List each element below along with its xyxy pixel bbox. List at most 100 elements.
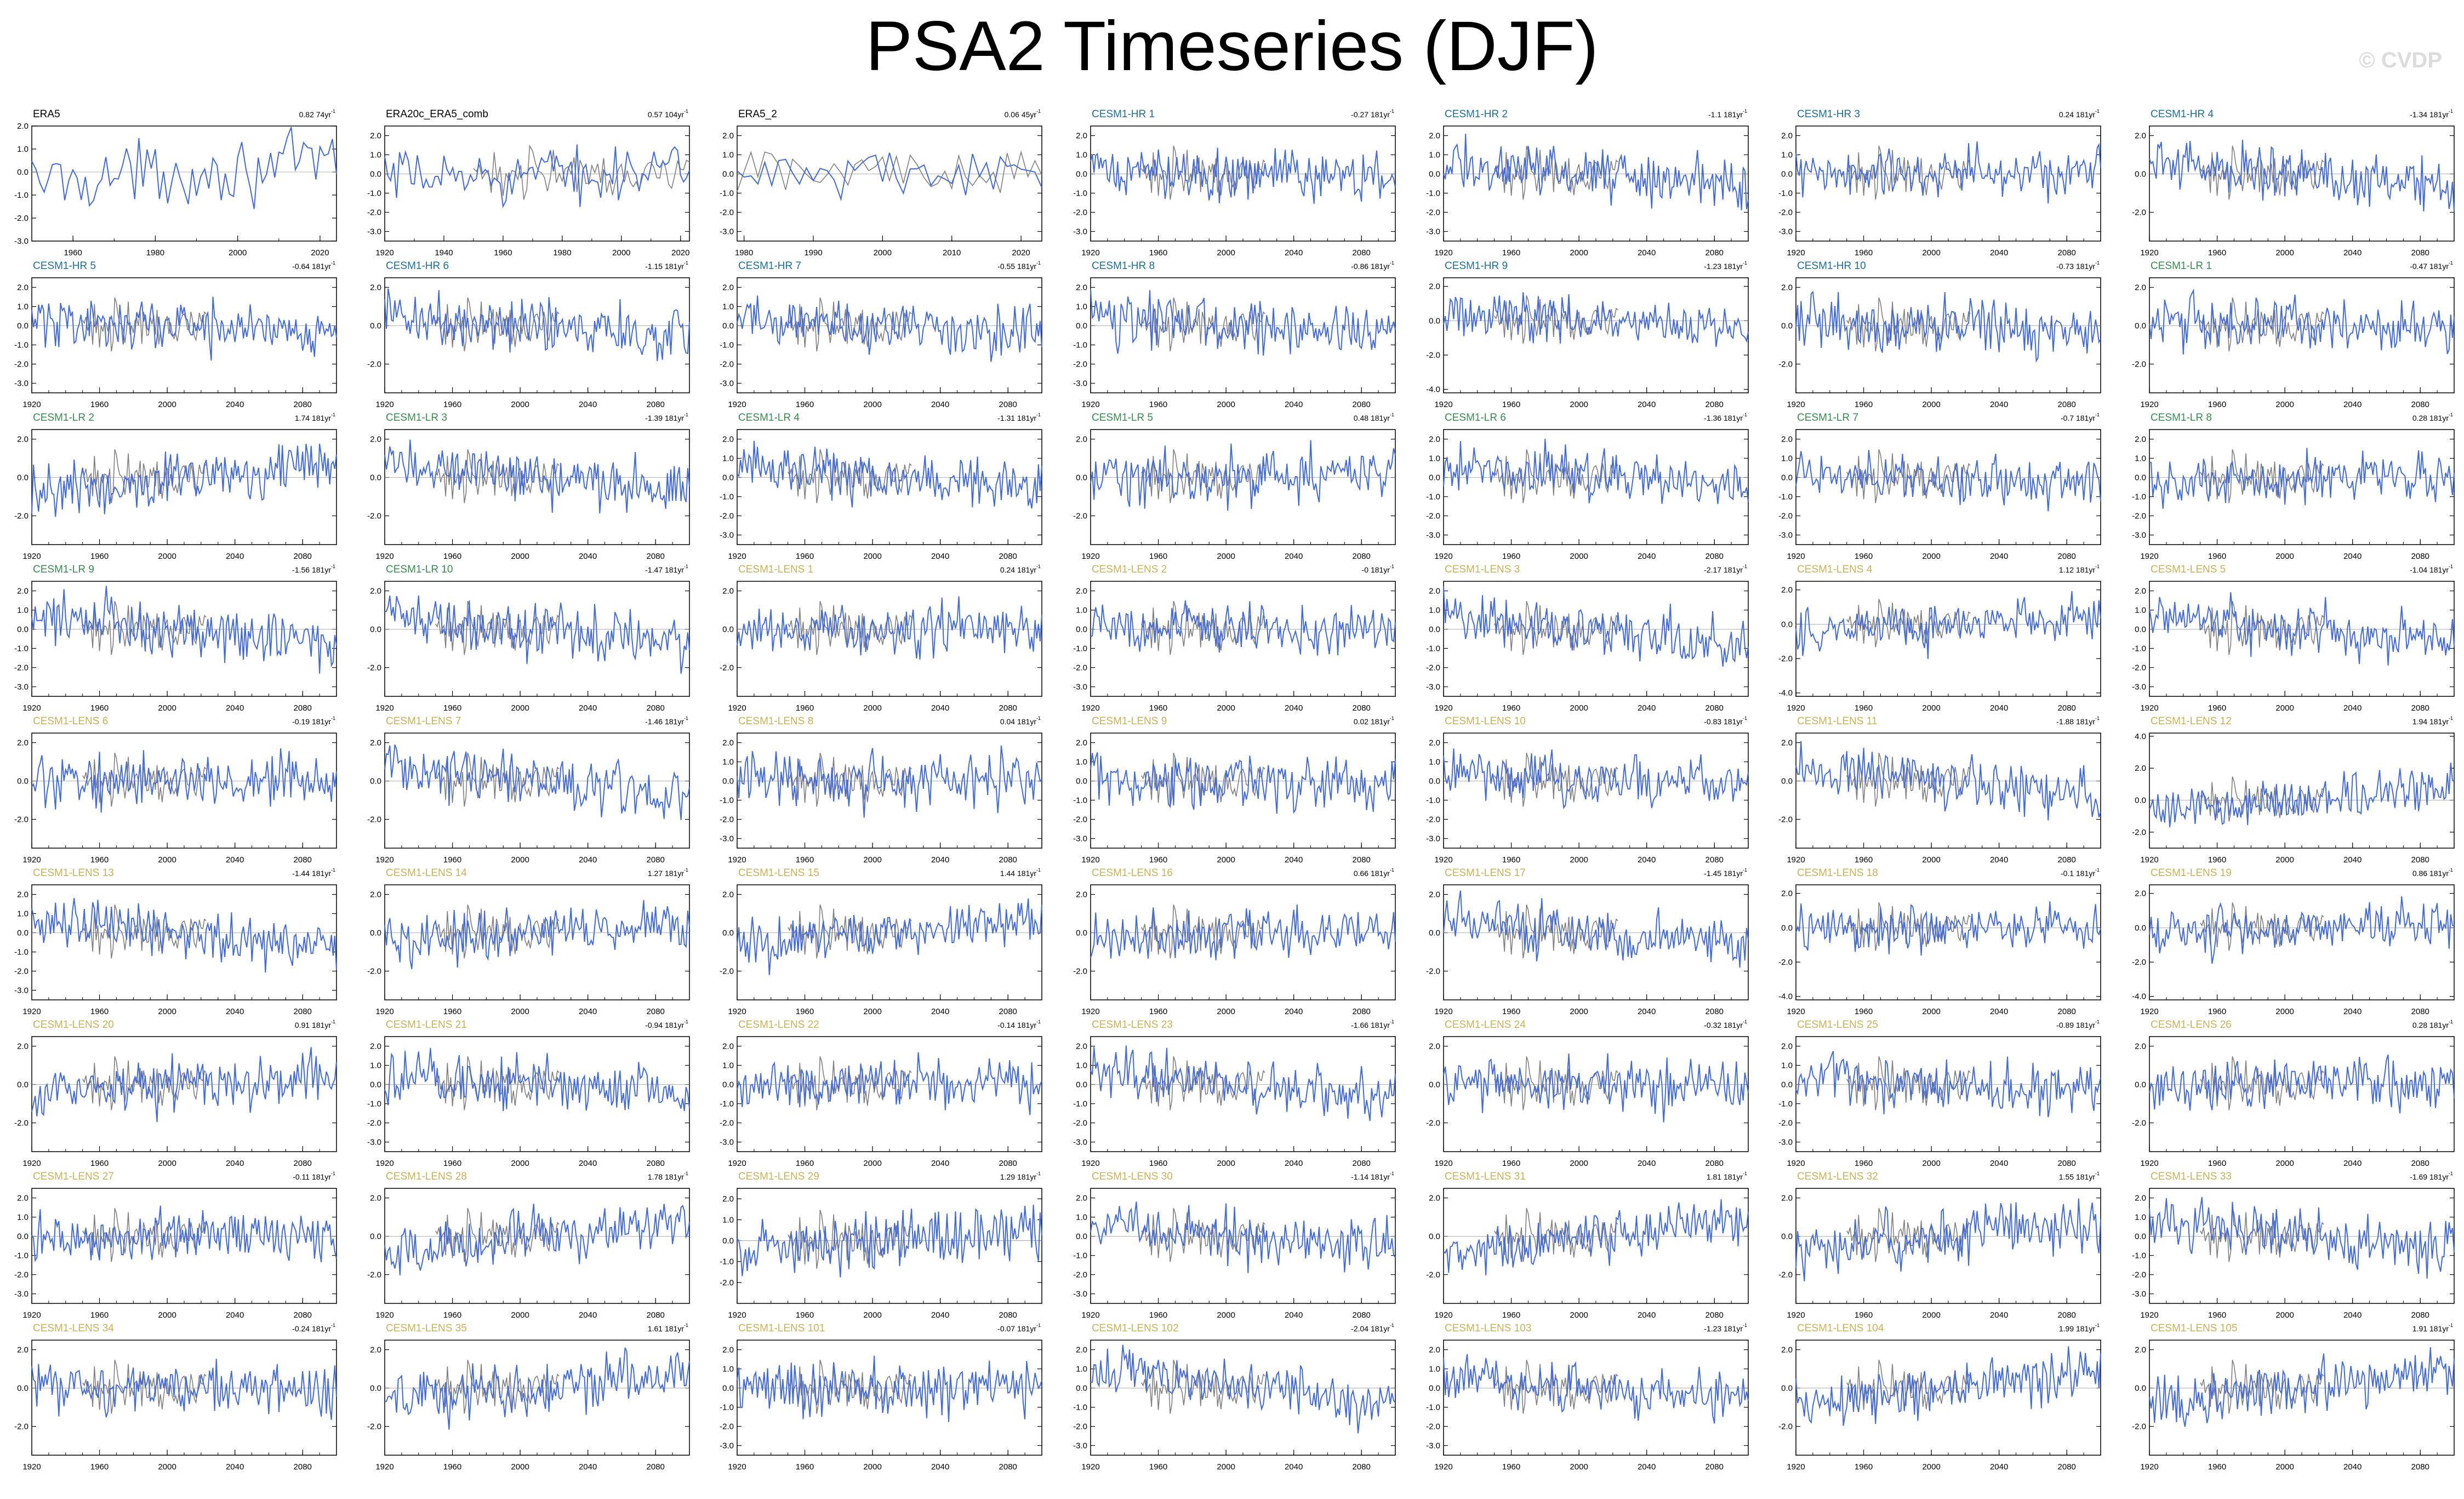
y-tick-label: 4.0 [2135,732,2146,741]
y-tick-label: -2.0 [14,512,28,521]
x-tick-label: 1960 [1502,703,1520,713]
x-tick-label: 2000 [1217,1311,1235,1320]
panel-trend: -2.04 181yr [1351,1324,1390,1333]
y-tick-label: 0.0 [370,777,381,786]
y-tick-label: -2.0 [14,1119,28,1128]
series-line [2149,288,2455,355]
x-tick-label: 1960 [1502,1159,1520,1168]
y-tick-label: -2.0 [367,967,381,976]
panel-49: CESM1-LENS 26 0.28 181yr -1 2.0 0.0 -2.0 1920 1… [2132,1019,2455,1168]
series-line [1090,600,1396,656]
panel-trend: 1.61 181yr [648,1324,684,1333]
y-tick-label: -2.0 [720,208,734,218]
x-tick-label: 2080 [999,552,1017,561]
panel-8: CESM1-HR 5 -0.64 181yr -1 2.0 1.0 0.0 -1.0 -2.0… [14,260,337,409]
y-tick-label: 0.0 [1429,170,1440,179]
y-tick-label: 2.0 [1429,1042,1440,1051]
y-tick-label: -1.0 [720,796,734,805]
panel-trend-exponent: -1 [684,1171,688,1176]
series-line [384,900,690,969]
x-tick-label: 2000 [874,248,892,258]
panel-19: CESM1-LR 6 -1.36 181yr -1 2.0 1.0 0.0 -1.0 -2.0… [1426,412,1749,561]
panel-trend: -0.1 181yr [2061,869,2095,878]
y-tick-label: -2.0 [1073,1119,1087,1128]
x-tick-label: 2000 [2275,855,2294,865]
y-tick-label: 0.0 [722,1384,734,1393]
y-tick-label: 2.0 [2135,1346,2146,1355]
panel-trend-exponent: -1 [331,260,335,266]
obs-series-line [82,297,207,352]
panel-59: CESM1-LENS 101 -0.07 181yr -1 2.0 1.0 0.0 -1.0… [720,1323,1042,1472]
x-tick-label: 2000 [1922,1311,1940,1320]
panel-trend-exponent: -1 [684,260,688,266]
x-tick-label: 2000 [2275,552,2294,561]
panel-trend-exponent: -1 [684,412,688,417]
panel-trend-exponent: -1 [1036,412,1041,417]
x-tick-label: 2080 [2058,855,2076,865]
x-tick-label: 1960 [1855,552,1873,561]
x-tick-label: 2080 [2411,400,2429,409]
y-tick-label: -1.0 [1073,1100,1087,1109]
y-tick-label: -3.0 [720,834,734,844]
panel-53: CESM1-LENS 30 -1.14 181yr -1 2.0 1.0 0.0 -1.0 -… [1073,1171,1396,1320]
y-tick-label: 1.0 [722,758,734,767]
y-tick-label: -2.0 [1073,360,1087,369]
x-tick-label: 2080 [647,855,665,865]
y-tick-label: 0.0 [1781,1384,1793,1393]
y-tick-label: -1.0 [14,644,28,654]
y-tick-label: 0.0 [17,1384,28,1393]
y-tick-label: -1.0 [1073,1251,1087,1261]
panel-title: CESM1-LENS 1 [738,564,813,575]
panel-trend-exponent: -1 [1390,412,1394,417]
panel-7: CESM1-HR 4 -1.34 181yr -1 2.0 0.0 -2.0 1920 196… [2132,108,2455,258]
series-line [2149,1054,2455,1114]
x-tick-label: 1920 [22,400,41,409]
panel-trend: 1.27 181yr [648,869,684,878]
x-tick-label: 2000 [158,1462,176,1472]
series-line [384,439,690,514]
panel-title: CESM1-LENS 18 [1797,867,1878,879]
x-tick-label: 2000 [511,1462,529,1472]
x-tick-label: 1920 [1787,400,1805,409]
y-tick-label: 1.0 [722,454,734,464]
x-tick-label: 1960 [2208,552,2226,561]
panel-trend-exponent: -1 [1036,1019,1041,1025]
y-tick-label: -1.0 [1778,1100,1793,1109]
y-tick-label: -2.0 [2132,958,2146,967]
obs-series-line [1846,145,1971,200]
x-tick-label: 1960 [443,1159,461,1168]
series-line [31,586,337,674]
y-tick-label: 0.0 [1781,1080,1793,1090]
panel-trend: -1.46 181yr [645,717,684,726]
y-tick-label: 2.0 [722,435,734,444]
panel-trend: -1.04 181yr [2410,565,2449,574]
y-tick-label: -2.0 [14,214,28,223]
y-tick-label: 2.0 [370,1346,381,1355]
panel-trend-exponent: -1 [2449,108,2453,114]
y-tick-label: -2.0 [367,1422,381,1432]
obs-series-line [82,1056,207,1111]
panel-39: CESM1-LENS 16 0.66 181yr -1 2.0 0.0 -2.0 1920 1… [1073,867,1396,1016]
series-line [1795,741,2101,821]
y-tick-label: -3.0 [1778,531,1793,540]
y-tick-label: 1.0 [722,1215,734,1225]
panel-27: CESM1-LENS 4 1.12 181yr -1 2.0 0.0 -2.0 -4.0 19… [1778,564,2101,713]
x-tick-label: 2040 [1285,400,1303,409]
y-tick-label: -2.0 [367,815,381,825]
panel-trend: -0.07 181yr [997,1324,1036,1333]
x-tick-label: 1920 [2140,1007,2158,1016]
y-tick-label: 2.0 [1076,131,1087,141]
series-line [31,443,337,517]
panel-trend: 0.66 181yr [1354,869,1390,878]
y-tick-label: 2.0 [722,890,734,900]
y-tick-label: -3.0 [1073,379,1087,388]
panel-60: CESM1-LENS 102 -2.04 181yr -1 2.0 1.0 0.0 -1.0… [1073,1323,1396,1472]
x-tick-label: 2080 [647,400,665,409]
x-tick-label: 2080 [1353,855,1371,865]
y-tick-label: 2.0 [1781,1194,1793,1203]
obs-series-line [788,449,912,504]
series-line [384,1048,690,1112]
panel-trend-exponent: -1 [1743,1171,1747,1176]
x-tick-label: 2040 [579,855,597,865]
y-tick-label: 0.0 [2135,923,2146,932]
